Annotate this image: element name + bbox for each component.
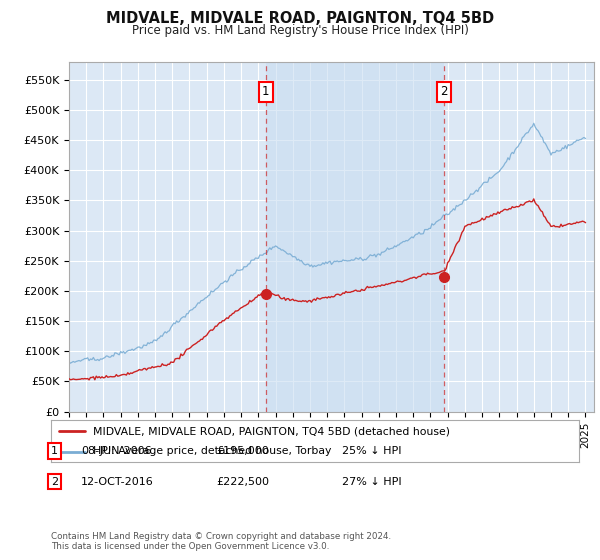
Text: MIDVALE, MIDVALE ROAD, PAIGNTON, TQ4 5BD: MIDVALE, MIDVALE ROAD, PAIGNTON, TQ4 5BD (106, 11, 494, 26)
Text: 25% ↓ HPI: 25% ↓ HPI (342, 446, 401, 456)
Text: 27% ↓ HPI: 27% ↓ HPI (342, 477, 401, 487)
Text: 12-OCT-2016: 12-OCT-2016 (81, 477, 154, 487)
Text: 2: 2 (440, 85, 448, 98)
Text: This data is licensed under the Open Government Licence v3.0.: This data is licensed under the Open Gov… (51, 542, 329, 551)
Text: 1: 1 (51, 446, 58, 456)
Bar (266, 62, 444, 412)
Text: Price paid vs. HM Land Registry's House Price Index (HPI): Price paid vs. HM Land Registry's House … (131, 24, 469, 36)
Text: HPI: Average price, detached house, Torbay: HPI: Average price, detached house, Torb… (93, 446, 332, 456)
Text: MIDVALE, MIDVALE ROAD, PAIGNTON, TQ4 5BD (detached house): MIDVALE, MIDVALE ROAD, PAIGNTON, TQ4 5BD… (93, 426, 450, 436)
Text: £222,500: £222,500 (216, 477, 269, 487)
Text: £195,000: £195,000 (216, 446, 269, 456)
Text: 2: 2 (51, 477, 58, 487)
Text: Contains HM Land Registry data © Crown copyright and database right 2024.: Contains HM Land Registry data © Crown c… (51, 532, 391, 541)
Text: 08-JUN-2006: 08-JUN-2006 (81, 446, 152, 456)
Text: 1: 1 (262, 85, 269, 98)
